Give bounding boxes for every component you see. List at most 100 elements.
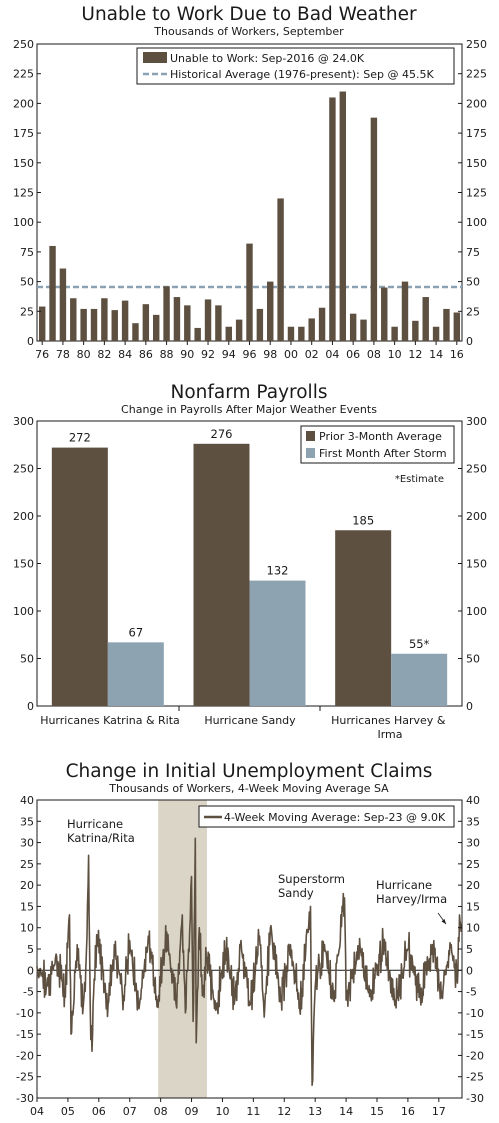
weather-bar [453,312,461,341]
claims-chart-title: Change in Initial Unemployment Claims [66,761,433,782]
payrolls-legend-prior-label: Prior 3-Month Average [319,430,442,443]
payrolls-left-tick-label: 250 [13,463,34,476]
weather-x-tick-label: 10 [388,348,402,361]
weather-legend-bar-swatch [143,52,167,63]
weather-bar [432,326,440,341]
payrolls-right-tick-label: 50 [466,653,480,666]
claims-x-tick-label: 13 [308,1105,322,1118]
weather-bar [443,308,450,341]
weather-chart-title: Unable to Work Due to Bad Weather [81,4,417,25]
claims-right-tick-label: 20 [466,879,480,892]
payrolls-data-label: 132 [267,564,289,578]
weather-right-axis-ticks: 0 25 50 75 100 125 150 175 200 225 250 [458,38,487,348]
payrolls-chart-subtitle: Change in Payrolls After Major Weather E… [121,403,377,416]
weather-bar [152,314,160,341]
claims-left-tick-label: 35 [20,815,34,828]
weather-left-tick-label: 250 [13,38,34,51]
weather-left-tick-label: 200 [13,97,34,110]
weather-right-tick-label: 225 [466,68,487,81]
weather-legend-bar-label: Unable to Work: Sep-2016 @ 24.0K [170,52,365,65]
claims-right-tick-label: 25 [466,858,480,871]
weather-bar [422,297,429,341]
claims-x-tick-label: 08 [154,1105,168,1118]
claims-x-tick-label: 05 [61,1105,75,1118]
weather-legend-box [136,47,455,85]
weather-legend: Unable to Work: Sep-2016 @ 24.0K Histori… [136,47,455,85]
claims-right-tick-label: 5 [466,943,473,956]
payrolls-legend-after-label: First Month After Storm [319,447,447,460]
claims-x-tick-label: 17 [432,1105,446,1118]
weather-right-tick-label: 75 [466,246,480,259]
weather-left-tick-label: 50 [20,276,34,289]
payrolls-category-label-line: Irma [377,728,402,741]
payrolls-data-label: 55* [409,637,430,651]
weather-bars [38,91,461,342]
weather-x-tick-label: 12 [408,348,422,361]
weather-bar [142,304,150,341]
claims-left-tick-label: 15 [20,900,34,913]
weather-x-tick-label: 82 [97,348,111,361]
claims-left-tick-label: -5 [23,986,34,999]
payrolls-right-tick-label: 150 [466,558,487,571]
payrolls-category-label: Hurricanes Katrina & Rita [40,714,180,727]
claims-left-tick-label: 10 [20,922,34,935]
weather-bar [401,281,409,341]
weather-left-tick-label: 175 [13,127,34,140]
weather-bar [184,305,191,341]
claims-right-tick-label: 0 [466,964,473,977]
claims-x-tick-label: 12 [277,1105,291,1118]
claims-left-tick-label: 40 [20,794,34,807]
weather-bar [132,323,139,341]
payrolls-right-axis-ticks: 0 50 100 150 200 250 300 [458,415,487,713]
payrolls-chart-title: Nonfarm Payrolls [171,382,328,403]
payrolls-legend-box [300,425,455,464]
weather-bar [329,97,336,342]
weather-x-tick-label: 02 [305,348,319,361]
weather-x-tick-label: 80 [77,348,91,361]
weather-bar [225,326,232,341]
payrolls-bars [51,443,448,706]
weather-x-tick-label: 94 [222,348,236,361]
payrolls-left-axis-ticks: 0 50 100 150 200 250 300 [13,415,41,713]
claims-legend-box [198,805,455,828]
payrolls-legend-prior-swatch [306,431,315,441]
weather-right-tick-label: 0 [466,335,473,348]
payrolls-data-labels: 272 67 276 132 185 55* [69,427,430,651]
annotation-harvey-irma: Hurricane Harvey/Irma [376,878,447,906]
weather-bar [204,299,212,341]
weather-bar [173,297,181,341]
weather-x-tick-label: 04 [325,348,339,361]
claims-x-tick-label: 15 [370,1105,384,1118]
claims-left-tick-label: -20 [16,1049,34,1062]
weather-bar [370,117,378,341]
claims-left-axis-ticks: -30 -25 -20 -15 -10 -5 0 5 10 15 20 25 30 35 40 [16,794,41,1105]
weather-right-tick-label: 50 [466,276,480,289]
claims-x-tick-label: 10 [215,1105,229,1118]
weather-x-tick-label: 78 [56,348,70,361]
payrolls-right-tick-label: 300 [466,415,487,428]
claims-left-tick-label: 0 [27,964,34,977]
weather-bar [298,326,305,341]
weather-chart-subtitle: Thousands of Workers, September [153,25,344,38]
weather-bar [381,287,388,341]
claims-chart: Change in Initial Unemployment Claims Th… [16,761,484,1118]
weather-x-tick-label: 98 [263,348,277,361]
weather-bar [215,305,222,341]
claims-x-tick-label: 11 [246,1105,260,1118]
weather-x-tick-label: 88 [160,348,174,361]
payrolls-after-bar [249,580,306,706]
claims-x-tick-label: 04 [30,1105,44,1118]
weather-x-axis-ticks: 76 78 80 82 84 86 88 90 92 94 96 98 00 02 04 06 08 10 12 14… [35,341,464,361]
payrolls-left-tick-label: 300 [13,415,34,428]
payrolls-left-tick-label: 150 [13,558,34,571]
claims-right-tick-label: 10 [466,922,480,935]
payrolls-left-tick-label: 0 [27,700,34,713]
claims-right-tick-label: 15 [466,900,480,913]
payrolls-prior-bar [193,443,250,706]
claims-right-tick-label: -20 [466,1049,484,1062]
weather-right-tick-label: 200 [466,97,487,110]
claims-x-tick-label: 09 [185,1105,199,1118]
payrolls-legend-after-swatch [306,448,315,458]
weather-bar [277,198,284,341]
claims-left-tick-label: 30 [20,837,34,850]
